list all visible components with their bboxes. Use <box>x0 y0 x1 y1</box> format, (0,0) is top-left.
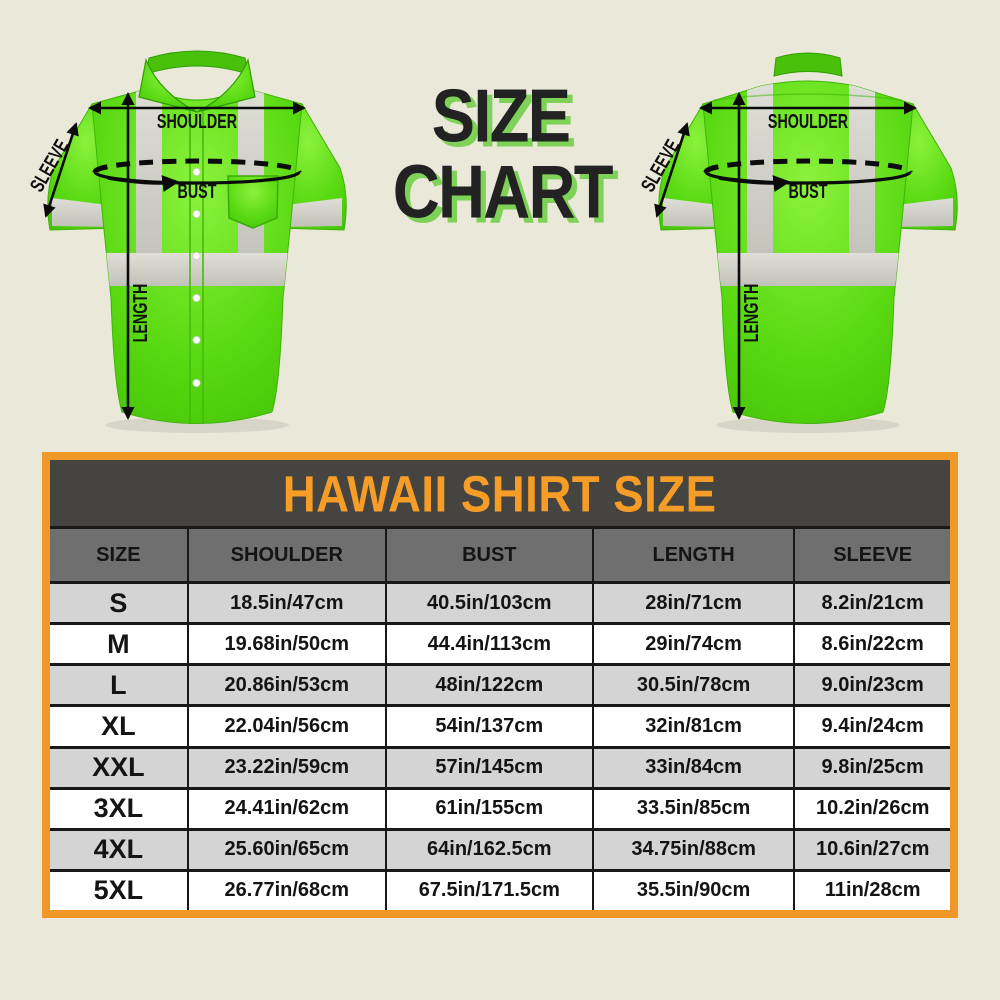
cell-length: 30.5in/78cm <box>591 666 794 705</box>
front-sleeve-arrow <box>43 122 79 218</box>
cell-bust: 67.5in/171.5cm <box>384 871 592 910</box>
cell-size: M <box>107 628 130 659</box>
cell-length: 29in/74cm <box>591 625 794 664</box>
back-bust-arrow <box>718 175 791 193</box>
header-cell-length: LENGTH <box>591 529 794 581</box>
shirts-diagram <box>43 50 958 433</box>
cell-size: 5XL <box>93 875 144 906</box>
cell-bust: 64in/162.5cm <box>384 830 592 869</box>
cell-bust: 40.5in/103cm <box>384 584 592 623</box>
front-right-sleeve-stripe <box>278 198 342 227</box>
header-cell-bust: BUST <box>384 529 592 581</box>
back-measure-arrows <box>654 92 917 420</box>
cell-length: 33.5in/85cm <box>591 789 794 828</box>
cell-sleeve: 11in/28cm <box>793 871 950 910</box>
table-title: HAWAII SHIRT SIZE <box>50 460 950 526</box>
cell-shoulder: 23.22in/59cm <box>186 748 385 787</box>
back-collar <box>773 52 843 77</box>
header-cell-shoulder: SHOULDER <box>186 529 385 581</box>
table-row-xxl: XXL 23.22in/59cm 57in/145cm 33in/84cm 9.… <box>50 745 950 787</box>
cell-shoulder: 18.5in/47cm <box>186 584 385 623</box>
back-bust-label: BUST <box>788 180 828 203</box>
back-shirt-figure <box>654 52 958 433</box>
cell-bust: 61in/155cm <box>384 789 592 828</box>
front-bust-label: BUST <box>177 180 217 203</box>
page-title-line2: CHART <box>392 149 614 234</box>
cell-size: L <box>110 669 127 700</box>
table-row-l: L 20.86in/53cm 48in/122cm 30.5in/78cm 9.… <box>50 663 950 705</box>
table-header-row: SIZE SHOULDER BUST LENGTH SLEEVE <box>50 526 950 581</box>
cell-length: 33in/84cm <box>591 748 794 787</box>
chest-pocket <box>227 175 279 229</box>
front-shoulder-label: SHOULDER <box>156 110 238 133</box>
cell-shoulder: 20.86in/53cm <box>186 666 385 705</box>
cell-size: XXL <box>92 752 145 783</box>
cell-length: 28in/71cm <box>591 584 794 623</box>
cell-bust: 57in/145cm <box>384 748 592 787</box>
cell-shoulder: 22.04in/56cm <box>186 707 385 746</box>
header-cell-sleeve: SLEEVE <box>793 529 950 581</box>
cell-length: 32in/81cm <box>591 707 794 746</box>
back-right-sleeve-stripe <box>889 198 953 227</box>
page-title-line1: SIZE <box>431 73 571 158</box>
table-row-s: S 18.5in/47cm 40.5in/103cm 28in/71cm 8.2… <box>50 581 950 623</box>
cell-sleeve: 9.8in/25cm <box>793 748 950 787</box>
back-sleeve-arrow <box>654 122 690 218</box>
front-bust-arrow <box>107 175 180 193</box>
front-bust-ellipse-dashed <box>92 158 302 173</box>
size-chart-table: HAWAII SHIRT SIZE SIZE SHOULDER BUST LEN… <box>42 452 958 918</box>
cell-sleeve: 8.2in/21cm <box>793 584 950 623</box>
cell-shoulder: 24.41in/62cm <box>186 789 385 828</box>
cell-sleeve: 10.2in/26cm <box>793 789 950 828</box>
cell-bust: 54in/137cm <box>384 707 592 746</box>
cell-bust: 48in/122cm <box>384 666 592 705</box>
cell-length: 35.5in/90cm <box>591 871 794 910</box>
table-row-3xl: 3XL 24.41in/62cm 61in/155cm 33.5in/85cm … <box>50 786 950 828</box>
table-row-m: M 19.68in/50cm 44.4in/113cm 29in/74cm 8.… <box>50 622 950 664</box>
cell-shoulder: 25.60in/65cm <box>186 830 385 869</box>
table-row-4xl: 4XL 25.60in/65cm 64in/162.5cm 34.75in/88… <box>50 827 950 869</box>
front-collar <box>145 50 249 75</box>
front-reflective-stripes <box>95 88 301 286</box>
header-cell-size: SIZE <box>96 543 141 566</box>
table-row-xl: XL 22.04in/56cm 54in/137cm 32in/81cm 9.4… <box>50 704 950 746</box>
cell-size: XL <box>101 710 136 741</box>
table-title-text: HAWAII SHIRT SIZE <box>283 464 717 522</box>
cell-size: 4XL <box>93 834 144 865</box>
cell-length: 34.75in/88cm <box>591 830 794 869</box>
front-measure-arrows <box>43 92 306 420</box>
cell-size: S <box>109 587 128 618</box>
cell-shoulder: 26.77in/68cm <box>186 871 385 910</box>
table-row-5xl: 5XL 26.77in/68cm 67.5in/171.5cm 35.5in/9… <box>50 868 950 910</box>
cell-shoulder: 19.68in/50cm <box>186 625 385 664</box>
back-length-label: LENGTH <box>740 283 763 343</box>
cell-sleeve: 8.6in/22cm <box>793 625 950 664</box>
front-length-label: LENGTH <box>129 283 152 343</box>
back-bust-ellipse-dashed <box>703 158 913 173</box>
cell-size: 3XL <box>93 793 144 824</box>
page-title: SIZE CHART <box>378 73 623 234</box>
cell-bust: 44.4in/113cm <box>384 625 592 664</box>
front-buttons <box>192 167 201 387</box>
front-shirt-figure <box>43 50 347 433</box>
cell-sleeve: 10.6in/27cm <box>793 830 950 869</box>
back-shoulder-label: SHOULDER <box>767 110 849 133</box>
cell-sleeve: 9.4in/24cm <box>793 707 950 746</box>
cell-sleeve: 9.0in/23cm <box>793 666 950 705</box>
